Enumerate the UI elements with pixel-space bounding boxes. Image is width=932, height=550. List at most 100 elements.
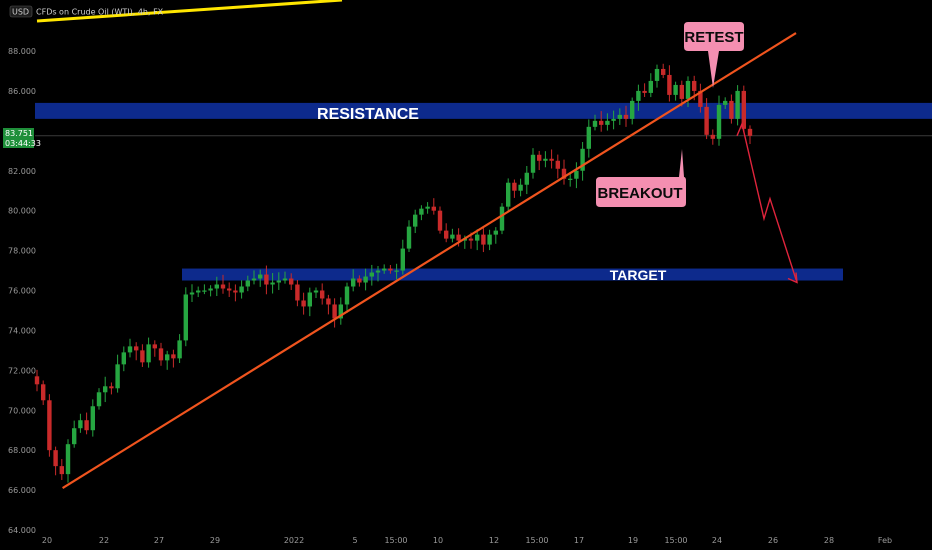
candle[interactable] xyxy=(716,95,722,146)
candle[interactable] xyxy=(450,228,455,243)
candle[interactable] xyxy=(227,282,232,297)
candle[interactable] xyxy=(506,178,511,212)
candle[interactable] xyxy=(425,202,430,214)
candle[interactable] xyxy=(344,282,350,314)
candle[interactable] xyxy=(41,380,46,405)
candle[interactable] xyxy=(121,346,126,372)
candle[interactable] xyxy=(481,226,486,253)
candle[interactable] xyxy=(84,412,89,435)
candle[interactable] xyxy=(96,388,102,410)
candle[interactable] xyxy=(53,446,58,476)
candle[interactable] xyxy=(630,97,635,125)
candle[interactable] xyxy=(499,203,505,235)
candle[interactable] xyxy=(65,439,71,483)
candle[interactable] xyxy=(270,273,275,294)
candle[interactable] xyxy=(103,376,108,403)
candle[interactable] xyxy=(171,349,176,368)
candle[interactable] xyxy=(140,344,145,367)
candle[interactable] xyxy=(679,80,684,107)
candle[interactable] xyxy=(537,150,542,171)
candle[interactable] xyxy=(530,148,536,179)
candle[interactable] xyxy=(295,280,300,307)
candle[interactable] xyxy=(574,162,579,189)
candle[interactable] xyxy=(375,265,381,282)
candle[interactable] xyxy=(623,105,629,127)
candle[interactable] xyxy=(661,63,666,79)
candle[interactable] xyxy=(388,264,393,274)
candle[interactable] xyxy=(177,334,182,364)
candle[interactable] xyxy=(289,273,294,291)
candle[interactable] xyxy=(47,394,52,457)
candle[interactable] xyxy=(568,172,573,187)
candle[interactable] xyxy=(264,265,269,295)
candle[interactable] xyxy=(183,287,188,347)
candle[interactable] xyxy=(165,350,170,370)
candle[interactable] xyxy=(413,209,418,234)
candle[interactable] xyxy=(78,413,83,433)
candle[interactable] xyxy=(592,114,598,131)
candle[interactable] xyxy=(735,85,740,126)
candle[interactable] xyxy=(152,340,157,357)
candle[interactable] xyxy=(543,151,548,168)
currency-badge[interactable] xyxy=(9,5,33,18)
candle[interactable] xyxy=(493,227,498,244)
candle[interactable] xyxy=(196,286,201,298)
candle[interactable] xyxy=(251,270,257,285)
candle[interactable] xyxy=(258,269,263,287)
candle[interactable] xyxy=(549,149,554,169)
candle[interactable] xyxy=(34,369,40,392)
candle[interactable] xyxy=(611,110,616,130)
candles-layer[interactable] xyxy=(34,63,753,483)
candle[interactable] xyxy=(158,342,164,366)
candle[interactable] xyxy=(301,292,306,315)
candle[interactable] xyxy=(109,382,114,395)
candle[interactable] xyxy=(115,354,120,393)
candle[interactable] xyxy=(698,83,703,113)
candle[interactable] xyxy=(518,178,523,197)
candle[interactable] xyxy=(134,342,139,361)
candle[interactable] xyxy=(90,399,95,437)
candle[interactable] xyxy=(605,113,610,131)
candle[interactable] xyxy=(59,459,64,480)
candle[interactable] xyxy=(146,337,151,368)
candle[interactable] xyxy=(400,239,405,275)
candle[interactable] xyxy=(475,229,480,251)
candle[interactable] xyxy=(202,284,207,295)
candle[interactable] xyxy=(561,159,567,185)
candle[interactable] xyxy=(431,198,436,215)
candle[interactable] xyxy=(419,205,424,221)
candle[interactable] xyxy=(723,97,728,110)
candle[interactable] xyxy=(282,271,288,284)
candle[interactable] xyxy=(673,81,678,101)
candle[interactable] xyxy=(245,275,250,292)
candle[interactable] xyxy=(233,284,238,302)
candle[interactable] xyxy=(599,111,604,132)
candle[interactable] xyxy=(369,264,374,286)
candle[interactable] xyxy=(351,269,356,292)
candle[interactable] xyxy=(332,298,337,328)
candle[interactable] xyxy=(580,141,585,181)
candle[interactable] xyxy=(214,276,219,297)
candle[interactable] xyxy=(704,98,709,140)
candle[interactable] xyxy=(437,206,443,234)
candle[interactable] xyxy=(636,84,641,111)
candle[interactable] xyxy=(307,287,312,317)
candle[interactable] xyxy=(406,220,412,252)
candle[interactable] xyxy=(654,64,660,88)
candle[interactable] xyxy=(239,280,244,299)
candle[interactable] xyxy=(729,94,734,124)
candle[interactable] xyxy=(487,229,492,251)
candle[interactable] xyxy=(326,294,331,315)
candle[interactable] xyxy=(648,73,653,98)
candle[interactable] xyxy=(189,284,195,303)
candle[interactable] xyxy=(617,108,622,125)
candle[interactable] xyxy=(382,264,387,274)
candle[interactable] xyxy=(127,338,133,358)
candle[interactable] xyxy=(524,165,529,195)
candle[interactable] xyxy=(72,420,77,448)
candle[interactable] xyxy=(313,287,319,299)
candle[interactable] xyxy=(363,268,368,291)
candle[interactable] xyxy=(320,283,325,305)
candle[interactable] xyxy=(710,129,715,145)
candle[interactable] xyxy=(586,119,591,158)
